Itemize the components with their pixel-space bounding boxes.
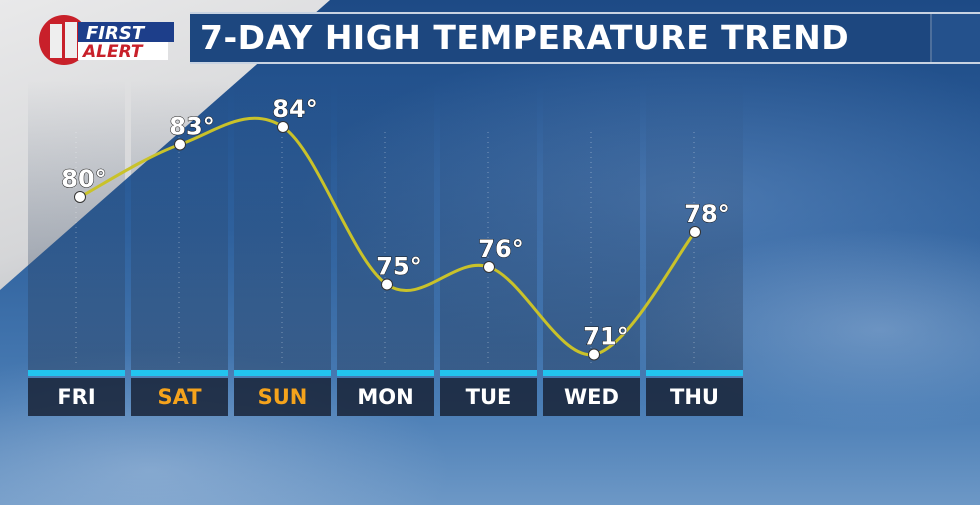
first-alert-logo: FIRST ALERT [39,15,174,65]
title-bar: 7-DAY HIGH TEMPERATURE TREND [190,12,980,64]
data-point [277,121,289,133]
data-point [381,278,393,291]
data-point [689,226,701,238]
day-label: MON [337,378,434,416]
day-column [543,80,640,370]
day-label: FRI [28,378,125,416]
data-point [74,191,86,203]
trend-line [79,116,697,357]
temperature-label: 75° [376,253,421,281]
data-point [483,261,495,273]
temperature-label: 71° [583,323,628,351]
accent-bar [28,370,125,376]
day-column [646,80,743,370]
day-label: THU [646,378,743,416]
temperature-label: 84° [272,95,317,123]
temperature-label: 76° [478,235,523,263]
svg-text:FIRST: FIRST [86,23,146,44]
accent-bar [543,370,640,376]
accent-bar [337,370,434,376]
accent-bar [646,370,743,376]
data-point [588,348,600,361]
day-label: TUE [440,378,537,416]
day-column [28,80,125,370]
day-column [440,80,537,370]
day-label: SUN [234,378,331,416]
title-bar-end [930,14,980,62]
temperature-label: 83° [169,113,214,141]
svg-text:ALERT: ALERT [81,42,144,62]
chart-title: 7-DAY HIGH TEMPERATURE TREND [200,18,850,57]
accent-bar [234,370,331,376]
data-point [174,138,186,151]
accent-bar [131,370,228,376]
temperature-label: 78° [684,200,729,228]
accent-bar [440,370,537,376]
day-column [131,80,228,370]
day-label: SAT [131,378,228,416]
day-label: WED [543,378,640,416]
day-column [337,80,434,370]
temperature-label: 80° [61,165,106,193]
